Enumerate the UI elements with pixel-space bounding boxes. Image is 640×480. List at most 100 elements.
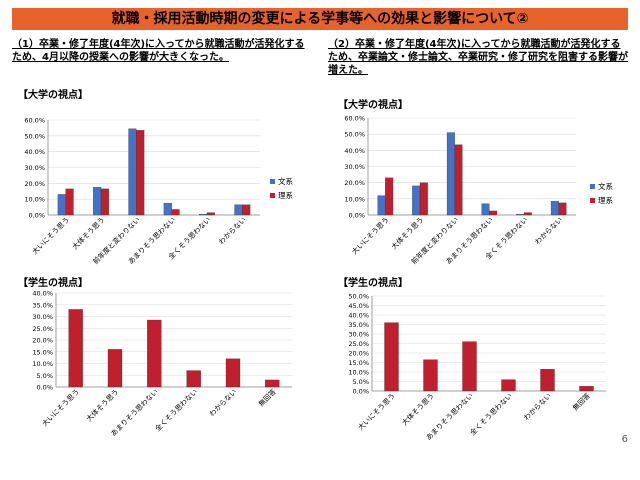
student-view-label-left: 【学生の視点】: [18, 278, 88, 289]
y-tick-label: 10.0%: [32, 360, 53, 368]
y-tick-label: 60.0%: [24, 117, 45, 125]
y-tick-label: 30.0%: [348, 331, 369, 339]
y-tick-label: 50.0%: [344, 131, 365, 139]
bar: [481, 203, 490, 216]
y-tick-label: 50.0%: [24, 132, 45, 140]
y-tick-label: 0.0%: [348, 212, 365, 220]
university-view-label-right: 【大学の視点】: [338, 100, 408, 111]
bar: [419, 182, 428, 216]
y-tick-label: 10.0%: [344, 195, 365, 203]
x-tick-label: 大いにそう思う: [356, 391, 397, 432]
x-tick-label: わからない: [534, 216, 564, 246]
legend-label: 文系: [278, 176, 293, 186]
student-view-label-right: 【学生の視点】: [338, 278, 408, 289]
y-tick-label: 40.0%: [32, 290, 53, 298]
bar: [579, 386, 594, 392]
bar: [65, 188, 74, 216]
university-view-label-left: 【大学の視点】: [18, 90, 88, 101]
legend-swatch: [270, 193, 275, 198]
y-tick-label: 15.0%: [348, 359, 369, 367]
legend-label: 文系: [598, 181, 613, 191]
bar: [93, 187, 102, 216]
y-tick-label: 25.0%: [348, 340, 369, 348]
bar: [128, 128, 137, 216]
legend-swatch: [590, 184, 595, 189]
legend-label: 理系: [278, 190, 293, 200]
bar: [57, 194, 66, 216]
bar: [171, 209, 180, 216]
y-tick-label: 5.0%: [352, 378, 369, 386]
page-title: 就職・採用活動時期の変更による学事等への効果と影響について②: [12, 8, 628, 30]
x-tick-label: 無回答: [571, 391, 592, 412]
bar: [446, 132, 455, 216]
bar: [462, 341, 477, 392]
bar: [234, 204, 243, 216]
y-tick-label: 20.0%: [24, 180, 45, 188]
chart-4: 0.0% 5.0%10.0% 15.0%20.0% 25.0%30.0% 35.0%40…: [348, 293, 606, 442]
bar: [68, 309, 83, 388]
x-tick-label: 大体そう思う: [84, 387, 120, 423]
x-tick-label: 大いにそう思う: [350, 215, 391, 256]
x-tick-label: 全くそう思わない: [153, 387, 199, 433]
y-tick-label: 50.0%: [348, 293, 369, 301]
bar: [163, 202, 172, 216]
heading-right: （2）卒業・修了年度(4年次)に入ってから就職活動が活発化するため、卒業論文・修…: [328, 39, 628, 76]
bar: [225, 358, 241, 388]
y-tick-label: 25.0%: [32, 325, 53, 333]
bar: [384, 322, 399, 392]
y-tick-label: 30.0%: [344, 163, 365, 171]
x-tick-label: わからない: [523, 392, 553, 422]
y-tick-label: 0.0%: [28, 212, 45, 220]
bar: [501, 379, 516, 392]
y-tick-label: 0.0%: [352, 388, 369, 396]
heading-left: （1）卒業・修了年度(4年次)に入ってから就職活動が活発化するため、4月以降の授…: [12, 39, 305, 63]
y-tick-label: 5.0%: [36, 372, 53, 380]
bar: [454, 144, 463, 216]
y-tick-label: 30.0%: [32, 313, 53, 321]
x-tick-label: 大いにそう思う: [30, 215, 71, 256]
bar: [523, 212, 532, 216]
bar: [489, 210, 498, 216]
bar: [100, 188, 109, 216]
y-tick-label: 20.0%: [344, 179, 365, 187]
y-tick-label: 60.0%: [344, 115, 365, 123]
y-tick-label: 0.0%: [36, 384, 53, 392]
y-tick-label: 35.0%: [32, 301, 53, 309]
bar: [147, 319, 162, 388]
bar: [206, 212, 215, 216]
x-tick-label: 全くそう思わない: [468, 391, 514, 437]
bar: [558, 202, 567, 216]
bar: [550, 201, 559, 216]
y-tick-label: 20.0%: [32, 337, 53, 345]
y-tick-label: 45.0%: [348, 302, 369, 310]
y-tick-label: 10.0%: [24, 196, 45, 204]
x-tick-label: わからない: [208, 388, 238, 418]
y-tick-label: 20.0%: [348, 350, 369, 358]
y-tick-label: 10.0%: [348, 369, 369, 377]
chart-2: 0.0% 10.0% 20.0% 30.0% 40.0% 50.0% 60.0% 大いにそう思…: [344, 115, 613, 266]
bar: [242, 204, 251, 216]
y-tick-label: 40.0%: [348, 312, 369, 320]
page-number: 6: [621, 434, 628, 445]
bar: [412, 185, 421, 216]
x-tick-label: 大体そう思う: [400, 391, 436, 427]
x-tick-label: 無回答: [257, 387, 278, 408]
legend-swatch: [270, 179, 275, 184]
bar: [377, 195, 386, 216]
x-tick-label: 大体そう思う: [389, 215, 425, 251]
bar: [423, 359, 438, 392]
chart-3: 0.0% 5.0% 10.0% 15.0% 20.0% 25.0% 30.0% 35.0% 40…: [32, 290, 292, 438]
bar: [265, 379, 280, 388]
x-tick-label: 大体そう思う: [70, 215, 106, 251]
y-tick-label: 15.0%: [32, 348, 53, 356]
x-tick-label: わからない: [217, 216, 247, 246]
bar: [136, 130, 145, 216]
bar: [516, 214, 525, 216]
bar: [186, 370, 201, 388]
bar: [385, 177, 394, 216]
y-tick-label: 40.0%: [24, 148, 45, 156]
legend-swatch: [590, 198, 595, 203]
bar: [199, 214, 208, 216]
y-tick-label: 40.0%: [344, 147, 365, 155]
